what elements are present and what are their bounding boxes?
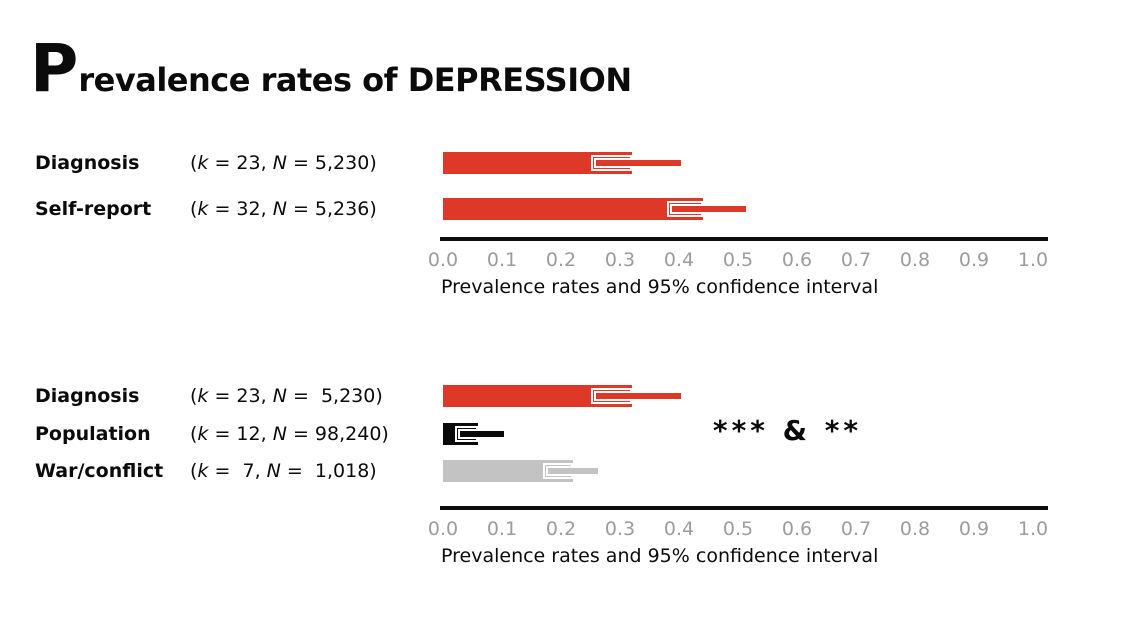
x-axis-title-top: Prevalence rates and 95% confidence inte… [441,276,879,298]
axis-tick: 0.5 [722,518,754,540]
axis-tick: 0.6 [781,249,813,271]
axis-tick: 0.2 [545,249,577,271]
ci-line-war-conflict [546,466,601,476]
axis-tick: 0.8 [899,249,931,271]
x-axis-line-bottom [440,506,1048,510]
row-meta-diagnosis: (k = 23, N = 5,230) [190,152,377,174]
x-axis-title-bottom: Prevalence rates and 95% confidence inte… [441,545,879,567]
bar-self-report [443,198,703,220]
row-meta-population: (k = 12, N = 98,240) [190,423,389,445]
row-label-war-conflict: War/conflict [35,460,164,482]
axis-tick: 0.3 [604,249,636,271]
axis-tick: 0.1 [486,518,518,540]
axis-tick: 0.7 [840,518,872,540]
axis-tick: 0.5 [722,249,754,271]
axis-tick: 0.4 [663,249,695,271]
significance-annotation: *** & ** [712,414,863,447]
axis-tick: 0.2 [545,518,577,540]
ci-line-self-report [670,204,748,214]
row-label-population: Population [35,423,151,445]
axis-tick: 0.1 [486,249,518,271]
axis-tick: 0.9 [958,249,990,271]
row-label-diagnosis: Diagnosis [35,152,140,174]
axis-tick: 0.4 [663,518,695,540]
row-meta-war-conflict: (k = 7, N = 1,018) [190,460,377,482]
bar-war-conflict [443,460,573,482]
axis-tick: 0.3 [604,518,636,540]
row-meta-self-report: (k = 32, N = 5,236) [190,198,377,220]
axis-tick: 0.7 [840,249,872,271]
axis-tick: 0.8 [899,518,931,540]
row-meta-diagnosis: (k = 23, N = 5,230) [190,385,383,407]
bar-diagnosis [443,152,632,174]
row-label-diagnosis: Diagnosis [35,385,140,407]
axis-tick: 0.0 [427,249,459,271]
chart-title-dropcap: P [30,30,79,107]
ci-line-diagnosis [593,391,683,401]
ci-line-diagnosis [593,158,683,168]
row-label-self-report: Self-report [35,198,152,220]
axis-tick: 0.0 [427,518,459,540]
bar-diagnosis [443,385,632,407]
x-axis-line-top [440,237,1048,241]
axis-tick: 0.9 [958,518,990,540]
ci-line-population [457,429,506,439]
axis-tick: 1.0 [1017,249,1049,271]
axis-tick: 1.0 [1017,518,1049,540]
chart-title-text: revalence rates of DEPRESSION [78,61,632,99]
axis-tick: 0.6 [781,518,813,540]
